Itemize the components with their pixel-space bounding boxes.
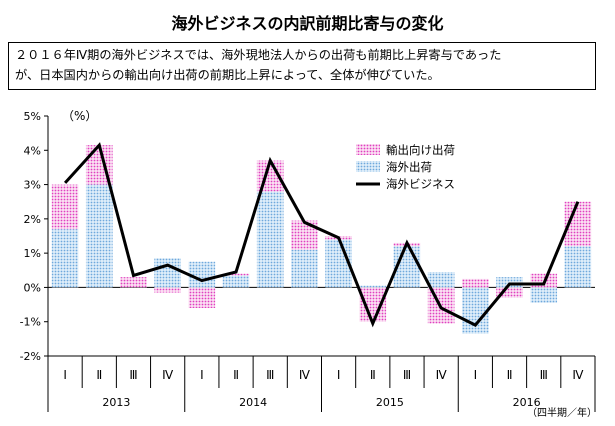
summary-line-2: が、日本国内からの輸出向け出荷の前期比上昇によって、全体が伸びていた。 <box>15 68 440 82</box>
bar-export <box>462 278 489 288</box>
bar-overseas <box>188 261 216 288</box>
x-quarter-label: Ⅱ <box>96 368 102 382</box>
bar-overseas <box>291 249 318 288</box>
y-tick-label: 2% <box>24 213 41 226</box>
line-layer <box>63 142 580 328</box>
bar-overseas <box>85 184 113 288</box>
bar-overseas <box>359 285 387 288</box>
x-quarter-label: Ⅳ <box>572 368 583 382</box>
x-quarter-label: Ⅲ <box>266 368 274 382</box>
y-tick-label: -2% <box>20 350 41 363</box>
legend-overseas-label: 海外出荷 <box>386 160 432 174</box>
x-year-label: 2015 <box>376 396 404 409</box>
bar-export <box>154 287 181 293</box>
labels-layer: -2% -1% 0% 1% 2% 3% 4% 5% （%） Ⅰ Ⅱ Ⅲ Ⅳ Ⅰ Ⅱ Ⅲ Ⅳ Ⅰ Ⅱ Ⅲ Ⅳ Ⅰ Ⅱ Ⅲ Ⅳ 201… <box>20 109 597 419</box>
chart-title: 海外ビジネスの内訳前期比寄与の変化 <box>171 14 444 33</box>
y-tick-label: 3% <box>24 179 41 192</box>
x-quarter-label: Ⅳ <box>162 368 173 382</box>
summary-line-1: ２０１６年Ⅳ期の海外ビジネスでは、海外現地法人からの出荷も前期比上昇寄与であった <box>15 48 502 62</box>
bar-overseas <box>154 258 181 288</box>
bar-overseas <box>256 191 284 288</box>
x-quarter-label: Ⅱ <box>507 368 513 382</box>
x-quarter-label: Ⅲ <box>403 368 411 382</box>
y-tick-label: 0% <box>24 281 41 294</box>
y-tick-label: 1% <box>24 247 41 260</box>
y-tick-label: -1% <box>20 316 41 329</box>
bar-overseas <box>496 277 523 288</box>
x-quarter-label: Ⅰ <box>474 368 478 382</box>
x-quarter-label: Ⅲ <box>129 368 137 382</box>
bar-overseas <box>51 229 79 288</box>
x-quarter-label: Ⅰ <box>63 368 67 382</box>
legend-overseas-business-label: 海外ビジネス <box>386 177 455 191</box>
legend-export-label: 輸出向け出荷 <box>386 143 455 157</box>
bar-export <box>51 184 79 230</box>
x-year-label: 2014 <box>239 396 267 409</box>
bar-overseas <box>427 272 455 288</box>
bar-export <box>120 277 147 288</box>
bar-overseas <box>564 246 592 288</box>
x-year-label: 2013 <box>102 396 130 409</box>
x-quarter-label: Ⅲ <box>540 368 548 382</box>
legend-export-swatch <box>356 144 380 155</box>
legend-overseas-swatch <box>356 161 380 172</box>
x-quarter-label: Ⅱ <box>370 368 376 382</box>
x-quarter-label: Ⅰ <box>337 368 341 382</box>
x-quarter-label: Ⅳ <box>299 368 310 382</box>
x-quarter-label: Ⅱ <box>233 368 239 382</box>
bar-export <box>188 287 216 308</box>
bars-layer <box>51 145 592 334</box>
bar-overseas <box>222 275 250 288</box>
summary-box: ２０１６年Ⅳ期の海外ビジネスでは、海外現地法人からの出荷も前期比上昇寄与であった… <box>8 42 596 90</box>
x-quarter-label: Ⅳ <box>436 368 447 382</box>
bar-export <box>496 287 523 298</box>
x-quarter-label: Ⅰ <box>200 368 204 382</box>
bar-export <box>222 273 250 276</box>
y-unit-label: （%） <box>62 109 97 123</box>
line-overseas-business <box>63 142 580 328</box>
x-year-label: 2016 <box>513 396 541 409</box>
y-tick-label: 4% <box>24 144 41 157</box>
bar-overseas <box>530 287 558 303</box>
x-axis-note: （四半期／年） <box>527 406 597 419</box>
y-tick-label: 5% <box>24 110 41 123</box>
